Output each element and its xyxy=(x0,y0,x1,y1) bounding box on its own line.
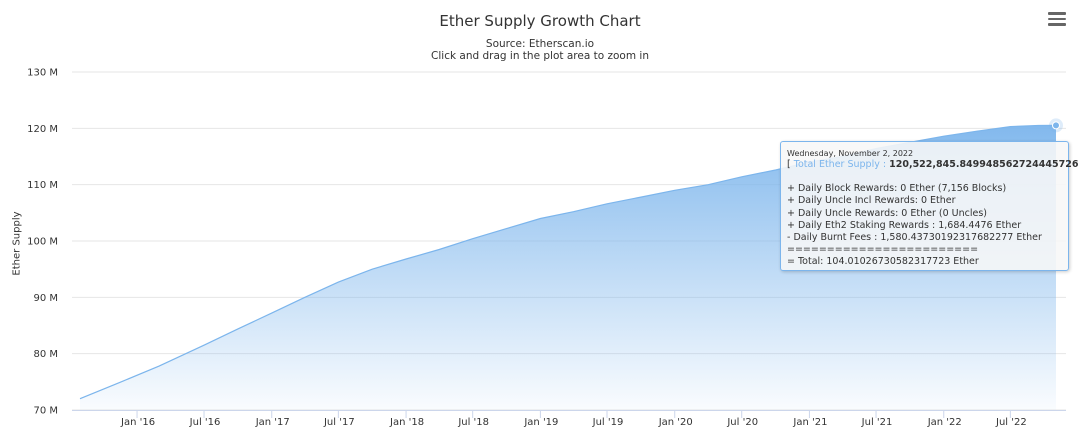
y-tick-label: 120 M xyxy=(27,124,58,135)
x-tick-label: Jan '21 xyxy=(792,417,827,428)
data-point xyxy=(1052,121,1060,130)
x-tick-label: Jan '19 xyxy=(523,417,558,428)
tooltip-line: + Daily Uncle Rewards: 0 Ether (0 Uncles… xyxy=(787,207,987,219)
x-tick-label: Jul '18 xyxy=(457,417,489,428)
y-tick-label: 110 M xyxy=(27,180,58,191)
tooltip: Wednesday, November 2, 2022 [ Total Ethe… xyxy=(780,141,1078,271)
tooltip-series-label: Total Ether Supply xyxy=(793,159,880,170)
tooltip-line: - Daily Burnt Fees : 1,580.4373019231768… xyxy=(787,232,1042,244)
tooltip-line: ======================== xyxy=(787,244,979,256)
tooltip-line: + Daily Eth2 Staking Rewards : 1,684.447… xyxy=(787,219,1022,231)
x-tick-label: Jul '20 xyxy=(726,417,758,428)
tooltip-open-bracket: [ xyxy=(787,159,791,170)
y-axis-ticks: 70 M 80 M 90 M 100 M 110 M 120 M 130 M xyxy=(27,68,58,417)
y-tick-label: 80 M xyxy=(33,349,58,360)
tooltip-gap xyxy=(787,171,1062,183)
tooltip-separator: : xyxy=(882,159,887,170)
tooltip-series-row: [ Total Ether Supply : 120,522,845.84994… xyxy=(787,159,1078,171)
y-tick-label: 100 M xyxy=(27,237,58,248)
hover-marker xyxy=(1049,118,1063,133)
y-axis-label: Ether Supply xyxy=(11,211,23,276)
x-tick-label: Jul '17 xyxy=(323,417,355,428)
x-tick-label: Jan '20 xyxy=(658,417,693,428)
x-tick-label: Jan '18 xyxy=(389,417,424,428)
tooltip-date: Wednesday, November 2, 2022 xyxy=(787,149,914,158)
x-tick-label: Jul '22 xyxy=(995,417,1027,428)
tooltip-line: = Total: 104.01026730582317723 Ether xyxy=(787,256,979,268)
y-tick-label: 130 M xyxy=(27,68,58,79)
tooltip-line: + Daily Block Rewards: 0 Ether (7,156 Bl… xyxy=(787,183,1007,195)
hamburger-menu-icon[interactable] xyxy=(1048,12,1066,28)
chart-subtitle: Source: Etherscan.io xyxy=(485,38,595,50)
x-tick-label: Jul '19 xyxy=(592,417,624,428)
x-tick-label: Jul '16 xyxy=(189,417,221,428)
tooltip-line: + Daily Uncle Incl Rewards: 0 Ether xyxy=(787,195,956,207)
y-tick-label: 90 M xyxy=(33,293,58,304)
x-tick-label: Jan '17 xyxy=(255,417,290,428)
x-tick-label: Jul '21 xyxy=(861,417,893,428)
x-tick-label: Jan '22 xyxy=(927,417,962,428)
tooltip-value: 120,522,845.849948562724445726 xyxy=(889,159,1079,170)
x-axis-ticks: Jan '16 Jul '16 Jan '17 Jul '17 Jan '18 Jul '… xyxy=(72,410,1066,428)
chart-title: Ether Supply Growth Chart xyxy=(439,12,641,30)
zoom-hint: Click and drag in the plot area to zoom … xyxy=(431,50,649,62)
x-tick-label: Jan '16 xyxy=(120,417,155,428)
y-tick-label: 70 M xyxy=(33,406,58,417)
